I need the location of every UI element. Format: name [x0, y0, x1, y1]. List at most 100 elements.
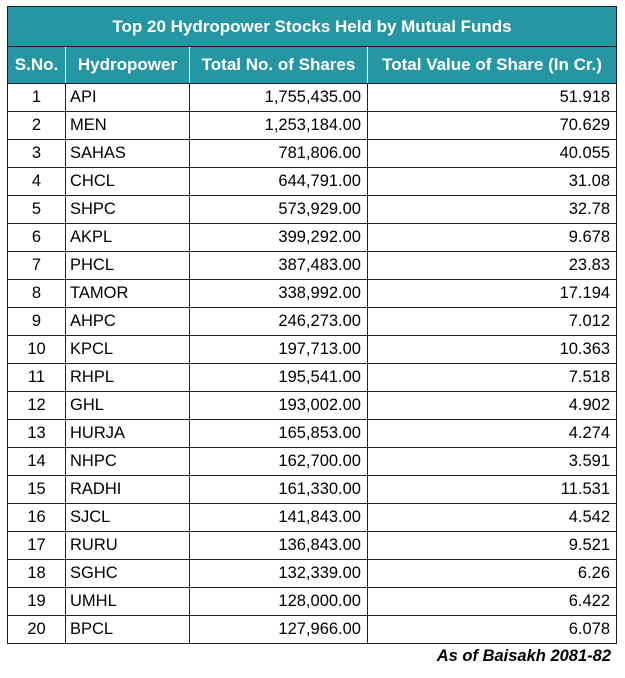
row-sno: 19: [7, 587, 66, 616]
row-total-shares: 781,806.00: [189, 139, 368, 168]
row-total-value: 4.542: [366, 503, 618, 532]
row-total-value: 9.678: [366, 223, 618, 252]
row-total-value: 7.012: [366, 307, 618, 336]
row-hydropower-name: UMHL: [65, 587, 190, 616]
row-hydropower-name: SHPC: [65, 195, 190, 224]
row-sno: 16: [7, 503, 66, 532]
row-total-shares: 193,002.00: [189, 391, 368, 420]
header-sno: S.No.: [7, 46, 66, 84]
row-total-value: 23.83: [366, 251, 618, 280]
table-row: 4 CHCL 644,791.00 31.08: [7, 167, 618, 196]
row-total-value: 40.055: [366, 139, 618, 168]
row-hydropower-name: GHL: [65, 391, 190, 420]
table-row: 14 NHPC 162,700.00 3.591: [7, 447, 618, 476]
footnote-date: As of Baisakh 2081-82: [436, 647, 611, 665]
row-sno: 20: [7, 615, 66, 644]
row-total-shares: 573,929.00: [189, 195, 368, 224]
row-hydropower-name: RADHI: [65, 475, 190, 504]
row-hydropower-name: RHPL: [65, 363, 190, 392]
row-hydropower-name: BPCL: [65, 615, 190, 644]
row-sno: 13: [7, 419, 66, 448]
row-total-shares: 246,273.00: [189, 307, 368, 336]
row-hydropower-name: AHPC: [65, 307, 190, 336]
row-hydropower-name: CHCL: [65, 167, 190, 196]
row-total-shares: 136,843.00: [189, 531, 368, 560]
table-body: 1 API 1,755,435.00 51.918 2 MEN 1,253,184.00 70…: [7, 83, 618, 644]
table-row: 11 RHPL 195,541.00 7.518: [7, 363, 618, 392]
row-total-shares: 161,330.00: [189, 475, 368, 504]
row-sno: 1: [7, 83, 66, 112]
table-title: Top 20 Hydropower Stocks Held by Mutual …: [6, 6, 618, 47]
row-total-shares: 1,755,435.00: [189, 83, 368, 112]
table-row: 1 API 1,755,435.00 51.918: [7, 83, 618, 112]
row-sno: 8: [7, 279, 66, 308]
row-hydropower-name: SGHC: [65, 559, 190, 588]
row-hydropower-name: TAMOR: [65, 279, 190, 308]
row-sno: 18: [7, 559, 66, 588]
header-total-shares: Total No. of Shares: [189, 46, 368, 84]
row-total-shares: 127,966.00: [189, 615, 368, 644]
row-total-value: 3.591: [366, 447, 618, 476]
row-hydropower-name: HURJA: [65, 419, 190, 448]
row-total-shares: 128,000.00: [189, 587, 368, 616]
row-total-shares: 197,713.00: [189, 335, 368, 364]
row-sno: 4: [7, 167, 66, 196]
title-row: Top 20 Hydropower Stocks Held by Mutual …: [6, 6, 618, 47]
table-row: 10 KPCL 197,713.00 10.363: [7, 335, 618, 364]
row-total-value: 70.629: [366, 111, 618, 140]
row-total-value: 51.918: [366, 83, 618, 112]
table-row: 12 GHL 193,002.00 4.902: [7, 391, 618, 420]
row-total-value: 31.08: [366, 167, 618, 196]
table-row: 2 MEN 1,253,184.00 70.629: [7, 111, 618, 140]
header-total-value: Total Value of Share (In Cr.): [366, 46, 618, 84]
row-total-shares: 387,483.00: [189, 251, 368, 280]
table-row: 16 SJCL 141,843.00 4.542: [7, 503, 618, 532]
row-total-shares: 1,253,184.00: [189, 111, 368, 140]
table-row: 8 TAMOR 338,992.00 17.194: [7, 279, 618, 308]
table-row: 7 PHCL 387,483.00 23.83: [7, 251, 618, 280]
row-total-value: 32.78: [366, 195, 618, 224]
row-hydropower-name: KPCL: [65, 335, 190, 364]
row-total-value: 7.518: [366, 363, 618, 392]
row-hydropower-name: MEN: [65, 111, 190, 140]
row-total-shares: 165,853.00: [189, 419, 368, 448]
row-hydropower-name: RURU: [65, 531, 190, 560]
row-sno: 6: [7, 223, 66, 252]
row-total-shares: 162,700.00: [189, 447, 368, 476]
row-total-shares: 644,791.00: [189, 167, 368, 196]
row-total-shares: 132,339.00: [189, 559, 368, 588]
row-sno: 5: [7, 195, 66, 224]
table-row: 17 RURU 136,843.00 9.521: [7, 531, 618, 560]
row-total-value: 6.078: [366, 615, 618, 644]
row-sno: 3: [7, 139, 66, 168]
row-sno: 2: [7, 111, 66, 140]
row-hydropower-name: SJCL: [65, 503, 190, 532]
row-total-shares: 399,292.00: [189, 223, 368, 252]
row-hydropower-name: AKPL: [65, 223, 190, 252]
header-row: S.No. Hydropower Total No. of Shares Tot…: [7, 46, 618, 84]
table-row: 18 SGHC 132,339.00 6.26: [7, 559, 618, 588]
row-total-value: 6.422: [366, 587, 618, 616]
row-sno: 17: [7, 531, 66, 560]
row-total-value: 4.274: [366, 419, 618, 448]
row-total-shares: 338,992.00: [189, 279, 368, 308]
row-total-value: 6.26: [366, 559, 618, 588]
table-row: 15 RADHI 161,330.00 11.531: [7, 475, 618, 504]
table-row: 3 SAHAS 781,806.00 40.055: [7, 139, 618, 168]
row-total-value: 11.531: [366, 475, 618, 504]
row-total-shares: 141,843.00: [189, 503, 368, 532]
row-sno: 9: [7, 307, 66, 336]
row-total-value: 17.194: [366, 279, 618, 308]
table-row: 13 HURJA 165,853.00 4.274: [7, 419, 618, 448]
table-row: 6 AKPL 399,292.00 9.678: [7, 223, 618, 252]
row-sno: 15: [7, 475, 66, 504]
row-total-shares: 195,541.00: [189, 363, 368, 392]
table-row: 19 UMHL 128,000.00 6.422: [7, 587, 618, 616]
hydropower-stocks-table: Top 20 Hydropower Stocks Held by Mutual …: [6, 6, 618, 644]
row-hydropower-name: SAHAS: [65, 139, 190, 168]
row-hydropower-name: API: [65, 83, 190, 112]
row-sno: 7: [7, 251, 66, 280]
row-total-value: 10.363: [366, 335, 618, 364]
row-hydropower-name: NHPC: [65, 447, 190, 476]
row-sno: 12: [7, 391, 66, 420]
